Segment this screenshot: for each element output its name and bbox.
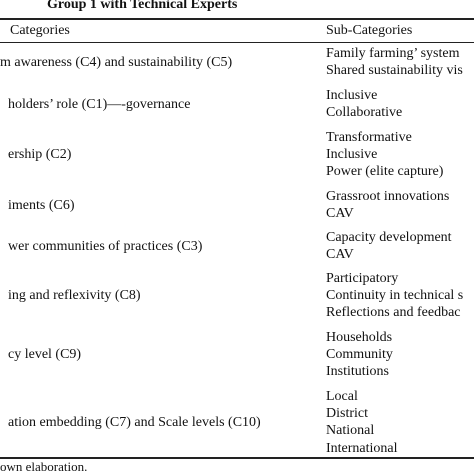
sub-category: Inclusive <box>326 88 378 103</box>
sub-category: Transformative <box>326 130 412 145</box>
sub-category: Continuity in technical s <box>326 288 464 304</box>
sub-category: Family farming’ system <box>326 46 460 61</box>
sub-category: Local <box>326 389 358 404</box>
category-cell: ation embedding (C7) and Scale levels (C… <box>8 414 261 430</box>
sub-category: Grassroot innovations <box>326 189 450 204</box>
sub-category: Shared sustainability vis <box>326 63 463 79</box>
table-caption: Group 1 with Technical Experts <box>47 0 238 12</box>
header-cell: Categories <box>10 23 70 38</box>
sub-category: Reflections and feedbac <box>326 305 461 321</box>
category-cell: holders’ role (C1)—-governance <box>8 96 191 112</box>
category-cell: ing and reflexivity (C8) <box>8 288 141 304</box>
header-cell: Sub-Categories <box>326 23 413 38</box>
category-cell: m awareness (C4) and sustainability (C5) <box>0 54 233 70</box>
sub-category: CAV <box>326 206 354 222</box>
category-cell: iments (C6) <box>8 197 75 213</box>
sub-category: Community <box>326 347 393 363</box>
category-cell: ership (C2) <box>8 147 72 163</box>
category-cell: cy level (C9) <box>8 347 82 363</box>
sub-category: CAV <box>326 247 354 263</box>
sub-category: Inclusive <box>326 147 378 163</box>
header-rule <box>0 42 474 43</box>
sub-category: Capacity development <box>326 230 452 245</box>
bottom-rule <box>0 457 474 459</box>
sub-category: Institutions <box>326 364 390 380</box>
top-rule <box>0 18 474 20</box>
sub-category: Households <box>326 330 393 345</box>
sub-category: District <box>326 406 368 422</box>
footnote: own elaboration. <box>0 459 88 474</box>
sub-category: Power (elite capture) <box>326 164 444 180</box>
category-cell: wer communities of practices (C3) <box>8 238 203 254</box>
sub-category: Collaborative <box>326 105 403 121</box>
sub-category: Participatory <box>326 271 399 286</box>
sub-category: National <box>326 423 375 439</box>
sub-category: International <box>326 440 398 456</box>
